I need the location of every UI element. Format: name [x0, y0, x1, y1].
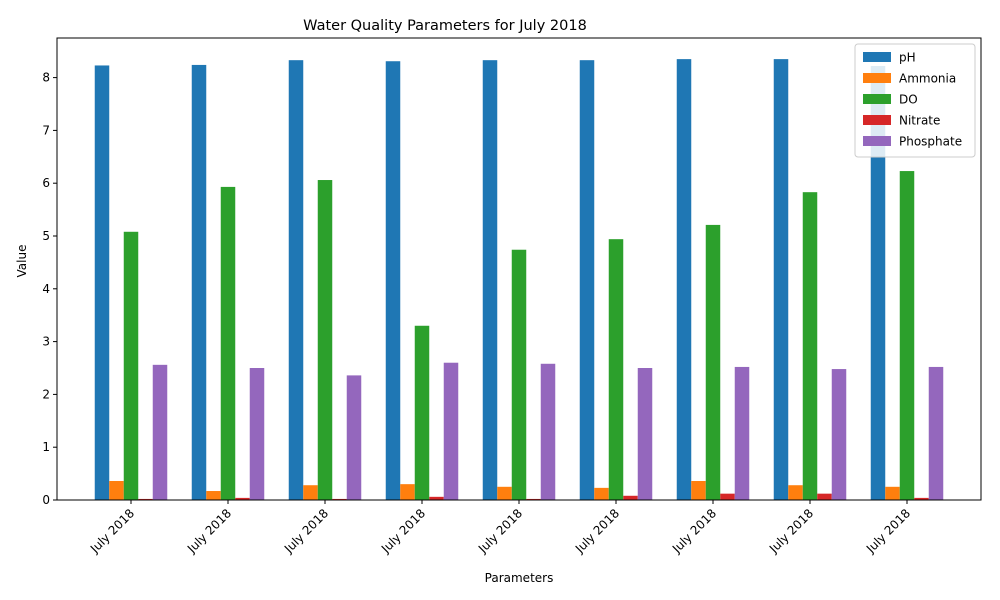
legend-swatch-ph [863, 52, 891, 62]
legend-swatch-nitrate [863, 115, 891, 125]
x-tick-label: July 2018 [766, 506, 816, 556]
legend-label-phosphate: Phosphate [899, 135, 962, 149]
bar-do-5 [511, 249, 527, 500]
bar-phosphate-9 [928, 366, 944, 500]
y-tick-label: 4 [42, 282, 50, 296]
y-tick-label: 5 [42, 229, 50, 243]
bar-ph-3 [288, 60, 304, 501]
y-tick-label: 6 [42, 176, 50, 190]
bar-nitrate-2 [235, 497, 250, 500]
bar-phosphate-7 [734, 366, 750, 500]
bar-ph-6 [579, 60, 595, 501]
legend-label-ph: pH [899, 51, 916, 65]
y-tick-label: 2 [42, 387, 50, 401]
y-tick-label: 8 [42, 71, 50, 85]
legend-swatch-phosphate [863, 136, 891, 146]
bar-ph-5 [482, 60, 498, 501]
bar-nitrate-4 [429, 496, 444, 500]
y-tick-label: 1 [42, 440, 50, 454]
bar-nitrate-7 [720, 493, 735, 500]
bar-do-3 [317, 180, 333, 500]
bar-ammonia-1 [109, 480, 124, 500]
legend-label-do: DO [899, 93, 918, 107]
bar-ph-8 [773, 59, 789, 501]
bar-ammonia-2 [206, 491, 221, 500]
x-tick-label: July 2018 [184, 506, 234, 556]
bar-do-6 [608, 239, 624, 501]
x-tick-label: July 2018 [669, 506, 719, 556]
legend-box [854, 43, 976, 158]
bar-do-7 [705, 224, 721, 500]
x-tick-label: July 2018 [863, 506, 913, 556]
bar-nitrate-5 [526, 498, 541, 500]
bar-do-4 [414, 325, 430, 500]
legend-label-nitrate: Nitrate [899, 114, 940, 128]
x-axis-title: Parameters [485, 571, 554, 585]
y-axis: 0 1 2 3 4 5 6 7 8 [42, 71, 57, 507]
x-tick-label: July 2018 [378, 506, 428, 556]
y-axis-title: Value [15, 245, 29, 278]
y-tick-label: 3 [42, 335, 50, 349]
bar-ammonia-8 [788, 485, 803, 500]
legend-swatch-do [863, 94, 891, 104]
bar-do-2 [220, 186, 236, 500]
x-axis: July 2018 July 2018 July 2018 July 2018 July… [87, 500, 913, 556]
bar-ammonia-7 [691, 480, 706, 500]
bar-phosphate-4 [443, 362, 459, 500]
bar-phosphate-6 [637, 368, 653, 500]
x-tick-label: July 2018 [281, 506, 331, 556]
y-tick-label: 7 [42, 123, 50, 137]
y-tick-label: 0 [42, 493, 50, 507]
bar-ammonia-9 [885, 486, 900, 500]
bar-phosphate-5 [540, 363, 556, 500]
legend: pH Ammonia DO Nitrate Phosphate [854, 43, 976, 158]
bar-phosphate-8 [831, 369, 847, 500]
legend-swatch-ammonia [863, 73, 891, 83]
bar-ph-7 [676, 59, 692, 501]
bar-ph-4 [385, 61, 401, 500]
bar-ammonia-4 [400, 484, 415, 500]
bar-phosphate-1 [152, 364, 168, 500]
bar-ammonia-5 [497, 486, 512, 500]
x-tick-label: July 2018 [87, 506, 137, 556]
bar-nitrate-1 [138, 498, 153, 500]
bar-ph-2 [191, 64, 207, 501]
bar-nitrate-6 [623, 495, 638, 500]
bar-ammonia-6 [594, 487, 609, 500]
bar-ph-9 [870, 65, 886, 500]
bar-phosphate-3 [346, 375, 362, 500]
bar-phosphate-2 [249, 368, 265, 500]
bar-do-1 [123, 231, 139, 500]
bar-nitrate-8 [817, 493, 832, 500]
x-tick-label: July 2018 [572, 506, 622, 556]
bar-do-9 [899, 171, 915, 500]
bar-ph-1 [94, 65, 110, 501]
plot-area [56, 37, 982, 501]
chart-title: Water Quality Parameters for July 2018 [303, 18, 587, 34]
bar-nitrate-9 [914, 497, 929, 500]
legend-label-ammonia: Ammonia [899, 72, 956, 86]
bar-do-8 [802, 192, 818, 500]
x-tick-label: July 2018 [475, 506, 525, 556]
bar-nitrate-3 [332, 498, 347, 500]
bar-ammonia-3 [303, 485, 318, 500]
